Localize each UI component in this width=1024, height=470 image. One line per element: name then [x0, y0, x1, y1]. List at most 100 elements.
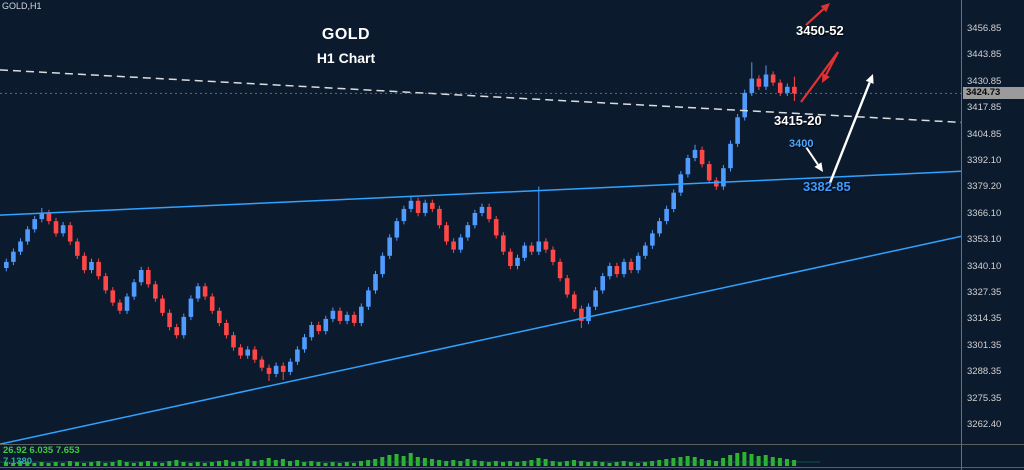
volume-bar: [678, 457, 683, 466]
volume-bar: [501, 462, 505, 466]
volume-bar: [89, 462, 94, 466]
volume-bar: [692, 457, 697, 466]
price-axis-label: 3262.40: [967, 419, 1002, 430]
price-axis-label: 3456.85: [967, 23, 1002, 34]
volume-bar: [536, 458, 541, 466]
candle-body: [493, 219, 499, 236]
candle-body: [508, 251, 513, 266]
candle-body: [280, 365, 286, 372]
volume-bar: [515, 462, 520, 466]
volume-bar: [11, 463, 16, 466]
volume-bar: [422, 458, 427, 466]
candle-body: [167, 312, 172, 328]
volume-bar: [529, 460, 534, 466]
candle-body: [593, 290, 598, 307]
candle-body: [302, 337, 307, 350]
candle-body: [529, 245, 534, 252]
candle-body: [600, 276, 605, 291]
candle-body: [124, 296, 130, 311]
candle-body: [408, 200, 414, 209]
volume-bar: [579, 461, 584, 466]
volume-bar: [671, 458, 676, 466]
volume-bar: [359, 461, 363, 466]
candle-body: [564, 278, 570, 295]
volume-bar: [266, 458, 271, 466]
volume-bar: [770, 457, 775, 466]
volume-bar: [238, 461, 243, 466]
candle-body: [46, 213, 52, 222]
candle-body: [479, 206, 485, 213]
volume-bar: [756, 456, 761, 466]
red-projection-arrow-down: [825, 51, 839, 76]
candle-body: [742, 92, 747, 118]
candle-body: [32, 219, 37, 230]
volume-bar: [288, 461, 292, 466]
volume-bar: [699, 459, 704, 466]
volume-bar: [664, 459, 669, 466]
candle-body: [53, 221, 59, 234]
candle-body: [763, 74, 769, 87]
volume-bar: [25, 462, 30, 466]
volume-bar: [110, 462, 115, 466]
volume-bar: [635, 463, 640, 466]
volume-bar: [18, 461, 23, 466]
current-price-badge: 3424.73: [963, 87, 1024, 99]
volume-bar: [181, 462, 186, 466]
volume-bar: [82, 463, 87, 466]
candle-body: [486, 206, 492, 220]
candle-body: [160, 298, 165, 313]
price-axis-label: 3275.35: [967, 393, 1002, 404]
candle-body: [11, 251, 16, 262]
volume-bar: [600, 462, 605, 466]
candle-body: [728, 143, 733, 169]
candle-body: [444, 225, 449, 242]
volume-bar: [39, 462, 44, 466]
volume-bar: [643, 462, 647, 466]
volume-bar: [564, 461, 569, 466]
candle-body: [344, 314, 350, 321]
candle-body: [217, 310, 222, 323]
volume-bar: [4, 462, 8, 466]
candle-body: [437, 208, 442, 226]
candle-body: [252, 349, 258, 360]
volume-bar: [735, 453, 740, 466]
volume-bar: [337, 463, 342, 466]
volume-bar: [280, 459, 285, 466]
volume-bar: [479, 461, 484, 466]
volume-bar: [714, 461, 718, 466]
candle-body: [671, 192, 676, 209]
price-axis-label: 3443.85: [967, 49, 1002, 60]
candle-body: [586, 306, 591, 321]
volume-bar: [273, 460, 278, 466]
candle-body: [224, 323, 229, 336]
candle-body: [465, 225, 471, 238]
candle-body: [4, 261, 9, 268]
candle-body: [60, 225, 66, 234]
candle-body: [39, 213, 45, 220]
volume-bar: [330, 462, 335, 466]
candle-body: [643, 245, 648, 256]
candle-body: [309, 325, 314, 338]
candle-body: [188, 298, 194, 317]
volume-bar: [259, 460, 264, 466]
price-axis-label: 3301.35: [967, 340, 1002, 351]
axis-separator-line: [961, 0, 962, 470]
price-axis-label: 3404.85: [967, 129, 1002, 140]
volume-bar: [373, 459, 378, 466]
candle-body: [67, 225, 73, 242]
candle-body: [273, 365, 279, 374]
volume-bar: [153, 462, 158, 466]
candle-body: [692, 149, 698, 158]
volume-bar: [728, 455, 733, 466]
volume-bar: [96, 461, 101, 466]
volume-bar: [302, 462, 307, 466]
volume-bar: [493, 461, 498, 466]
candle-body: [366, 290, 371, 307]
candle-body: [295, 349, 300, 362]
candle-body: [543, 241, 549, 250]
volume-bar: [32, 463, 37, 466]
white-arrow-to-support-head: [814, 162, 823, 172]
volume-bar: [451, 460, 456, 466]
candle-body: [770, 74, 776, 83]
trendline-resistance-dashed: [0, 69, 962, 124]
